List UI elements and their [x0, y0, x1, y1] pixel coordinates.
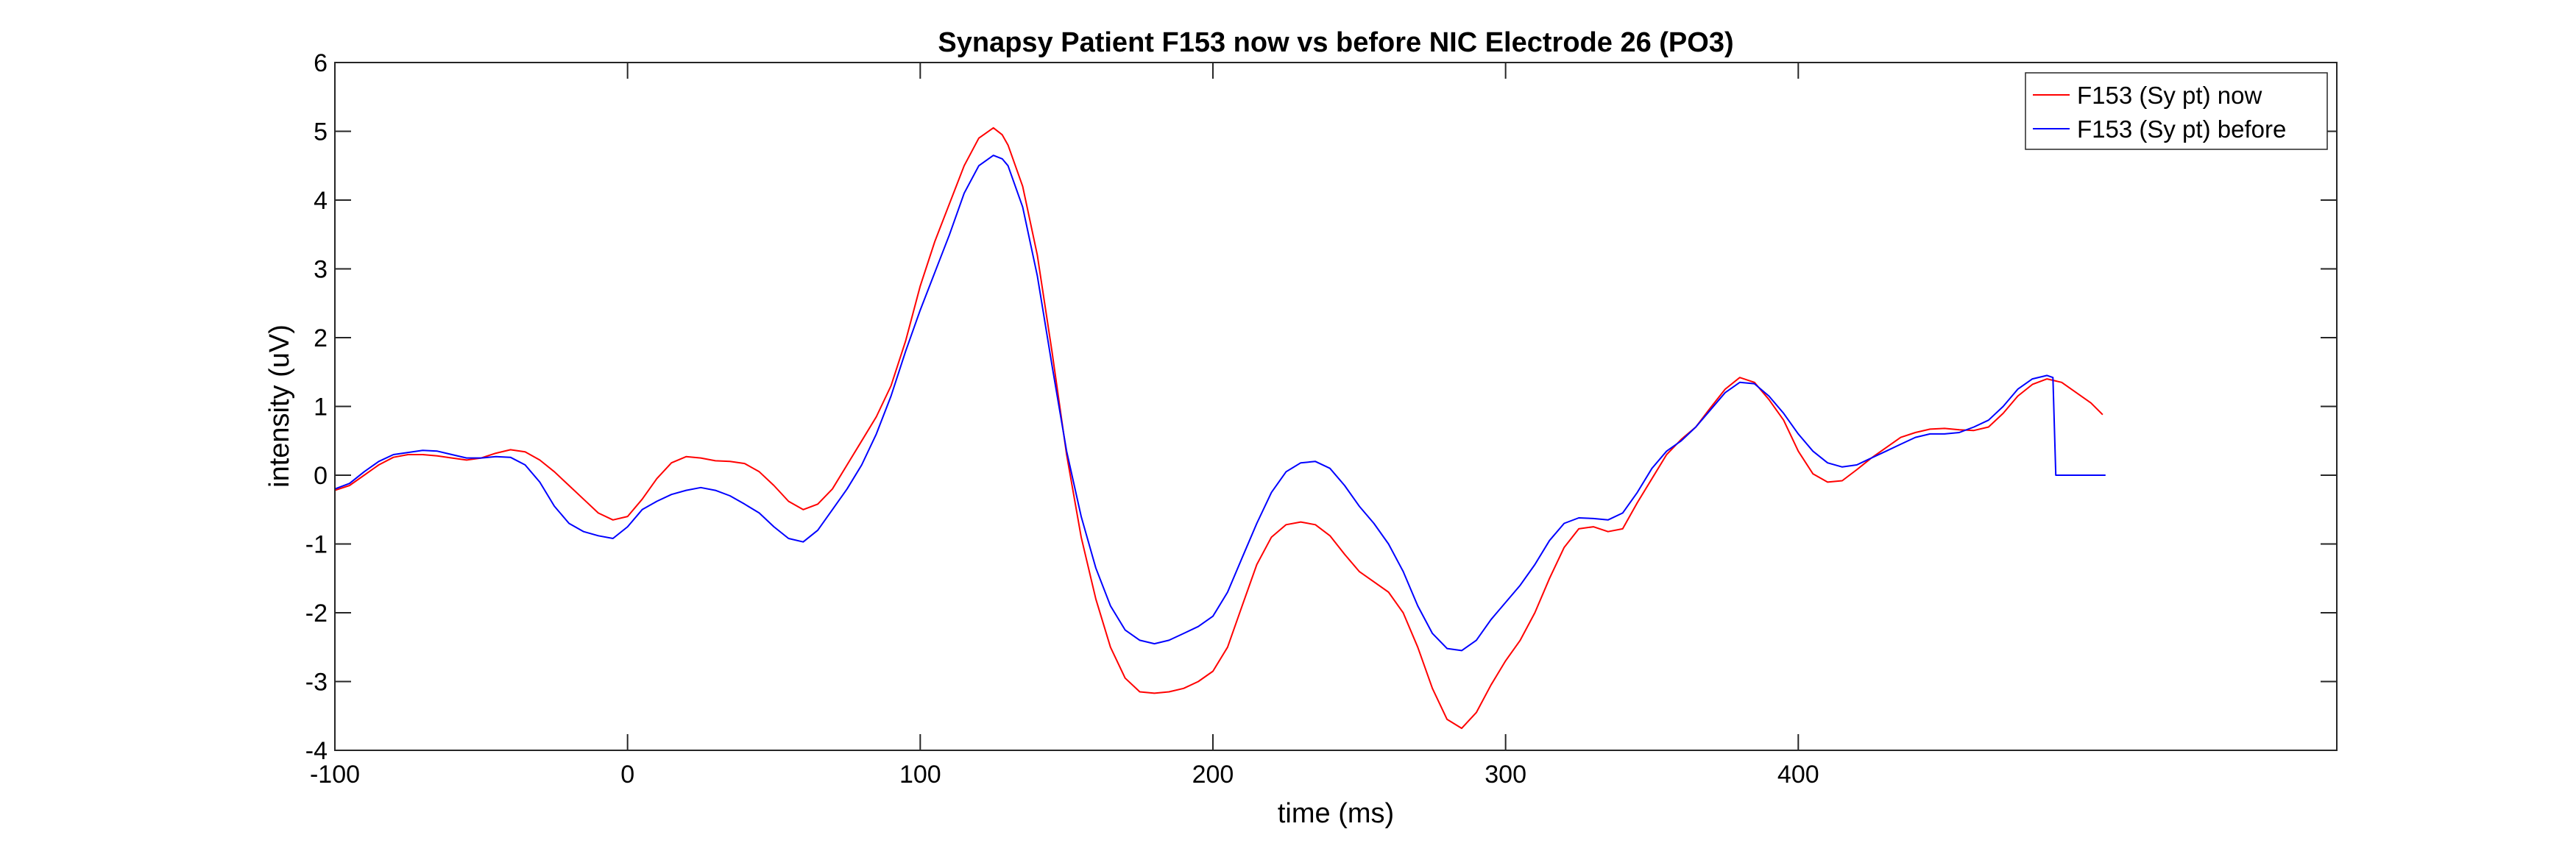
y-tick-label: 3	[314, 256, 328, 284]
y-tick-label: 1	[314, 394, 328, 422]
legend-label-before: F153 (Sy pt) before	[2077, 115, 2286, 143]
x-axis-label: time (ms)	[1278, 798, 1394, 829]
legend-label-now: F153 (Sy pt) now	[2077, 82, 2262, 109]
x-tick-label: 100	[899, 761, 941, 789]
series-lines	[334, 127, 2106, 730]
plot-area-background	[335, 63, 2337, 750]
y-tick-label: -4	[305, 737, 328, 765]
y-tick-label: -3	[305, 669, 328, 697]
y-tick-label: 2	[314, 324, 328, 352]
y-tick-label: -2	[305, 600, 328, 627]
x-axis: -100 0 100 200 300 400	[310, 63, 1819, 789]
y-tick-label: 6	[314, 49, 328, 77]
x-tick-label: 300	[1485, 761, 1526, 789]
x-tick-label: -100	[310, 761, 360, 789]
y-tick-label: 5	[314, 118, 328, 146]
series-line-1	[334, 154, 2106, 652]
y-axis-label: intensity (uV)	[264, 324, 295, 488]
x-tick-label: 200	[1192, 761, 1234, 789]
y-tick-label: -1	[305, 531, 328, 559]
legend-box	[2025, 72, 2328, 150]
series-line-0	[334, 127, 2103, 730]
y-tick-label: 0	[314, 462, 328, 490]
chart-title: Synapsy Patient F153 now vs before NIC E…	[938, 27, 1733, 58]
y-tick-label: 4	[314, 187, 328, 215]
y-axis: -4 -3 -2 -1 0 1 2 3 4 5 6	[305, 49, 2337, 765]
x-tick-label: 0	[620, 761, 634, 789]
legend: F153 (Sy pt) now F153 (Sy pt) before	[2025, 72, 2328, 150]
x-tick-label: 400	[1777, 761, 1819, 789]
